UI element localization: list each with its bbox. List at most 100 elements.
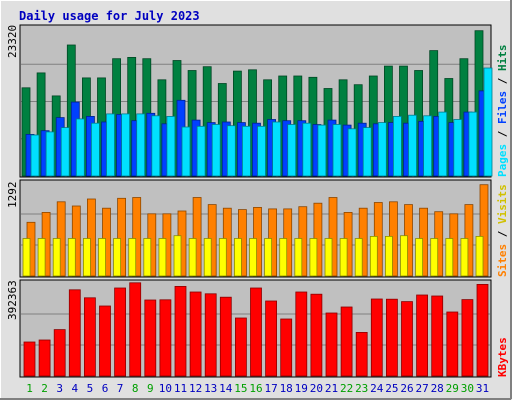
- x-tick-label: 7: [117, 382, 124, 395]
- x-tick-label: 8: [132, 382, 139, 395]
- x-tick-label: 11: [174, 382, 187, 395]
- pages-bar: [468, 111, 478, 177]
- kbytes-bar: [174, 285, 187, 377]
- kbytes-bar: [114, 287, 126, 377]
- chart-marks: [21, 30, 493, 377]
- kbytes-bar: [144, 299, 157, 377]
- pages-bar: [483, 67, 493, 177]
- visits-bar: [173, 235, 182, 277]
- visits-bar: [309, 238, 318, 277]
- visits-bar: [400, 235, 408, 277]
- sites-bar: [132, 197, 142, 277]
- x-tick-label: 20: [310, 382, 323, 395]
- pages-bar: [30, 134, 40, 177]
- legend-kbytes: KBytes: [496, 337, 509, 377]
- hits-ymax-label: 23320: [6, 25, 19, 58]
- x-axis-day-labels: 1 2 3 4 5 6 7 8 9 10 11 12 13 14 15 16 17 18 19 20 21 22 23 24 2…: [26, 382, 489, 395]
- visits-bar: [324, 238, 333, 277]
- pages-bar: [181, 126, 191, 177]
- visits-bar: [249, 238, 257, 277]
- kbytes-bar: [250, 287, 262, 377]
- kbytes-bar: [370, 298, 383, 377]
- x-tick-label: 23: [355, 382, 368, 395]
- visits-bar: [203, 238, 212, 277]
- x-tick-label: 2: [41, 382, 48, 395]
- pages-bar: [377, 122, 387, 177]
- visits-bar: [67, 238, 76, 277]
- pages-bar: [136, 113, 146, 177]
- pages-bar: [166, 116, 176, 177]
- x-tick-label: 17: [264, 382, 277, 395]
- pages-bar: [75, 118, 85, 177]
- kbytes-bar: [295, 291, 308, 377]
- kbytes-bar: [280, 318, 293, 377]
- x-tick-label: 18: [280, 382, 293, 395]
- x-tick-label: 16: [249, 382, 262, 395]
- visits-bar: [430, 238, 439, 277]
- x-tick-label: 15: [234, 382, 247, 395]
- kbytes-bar: [325, 312, 338, 377]
- visits-bar: [384, 235, 393, 277]
- pages-bar: [257, 125, 266, 177]
- visits-bar: [52, 238, 61, 277]
- x-tick-label: 27: [415, 382, 428, 395]
- pages-bar: [151, 115, 161, 177]
- pages-bar: [211, 124, 221, 177]
- pages-bar: [45, 131, 55, 177]
- legend-sites: Sites: [496, 244, 509, 277]
- kbytes-bar: [416, 294, 429, 377]
- pages-bar: [453, 119, 463, 177]
- sites-bar: [87, 198, 96, 277]
- pages-bar: [91, 122, 100, 177]
- kbytes-bar: [385, 298, 398, 377]
- svg-text:Pages / Files / Hits: Pages / Files / Hits: [496, 45, 509, 178]
- kbytes-bar: [159, 299, 172, 377]
- kbytes-legend: KBytes: [496, 337, 509, 377]
- x-tick-label: 28: [431, 382, 444, 395]
- x-tick-label: 12: [189, 382, 202, 395]
- x-tick-label: 13: [204, 382, 217, 395]
- pages-bar: [423, 115, 433, 177]
- visits-ymax-label: 1292: [6, 182, 19, 209]
- visits-bar: [83, 238, 91, 277]
- visits-legend: Sites / Visits: [496, 184, 509, 277]
- pages-bar: [272, 121, 282, 177]
- x-tick-label: 29: [446, 382, 459, 395]
- pages-bar: [196, 125, 206, 177]
- visits-bar: [415, 238, 424, 277]
- x-tick-label: 1: [26, 382, 33, 395]
- x-tick-label: 25: [385, 382, 398, 395]
- pages-bar: [106, 113, 115, 177]
- x-tick-label: 5: [87, 382, 94, 395]
- chart-title: Daily usage for July 2023: [19, 9, 200, 23]
- x-tick-label: 31: [476, 382, 489, 395]
- pages-bar: [287, 124, 297, 177]
- visits-bar: [218, 238, 227, 277]
- kbytes-bar: [204, 293, 217, 377]
- x-tick-label: 10: [159, 382, 172, 395]
- visits-bar: [188, 238, 197, 277]
- kbytes-bar: [99, 305, 111, 377]
- kbytes-ymax-label: 392363: [6, 280, 19, 320]
- x-tick-label: 22: [340, 382, 353, 395]
- visits-bar: [475, 235, 484, 277]
- pages-bar: [226, 125, 236, 177]
- visits-bar: [113, 238, 121, 277]
- visits-bar: [128, 238, 137, 277]
- kbytes-bar: [23, 341, 36, 377]
- x-tick-label: 6: [102, 382, 109, 395]
- pages-bar: [438, 111, 448, 177]
- sites-bar: [117, 197, 126, 277]
- visits-bar: [143, 238, 152, 277]
- kbytes-bar: [53, 329, 66, 377]
- visits-bar: [369, 235, 378, 277]
- sites-bar: [192, 197, 202, 277]
- visits-bar: [279, 238, 288, 277]
- kbytes-bar: [461, 299, 474, 377]
- kbytes-bar: [476, 283, 489, 377]
- visits-bar: [445, 238, 454, 277]
- kbytes-bar: [129, 282, 142, 377]
- pages-bar: [332, 124, 342, 177]
- sites-bar: [328, 197, 338, 277]
